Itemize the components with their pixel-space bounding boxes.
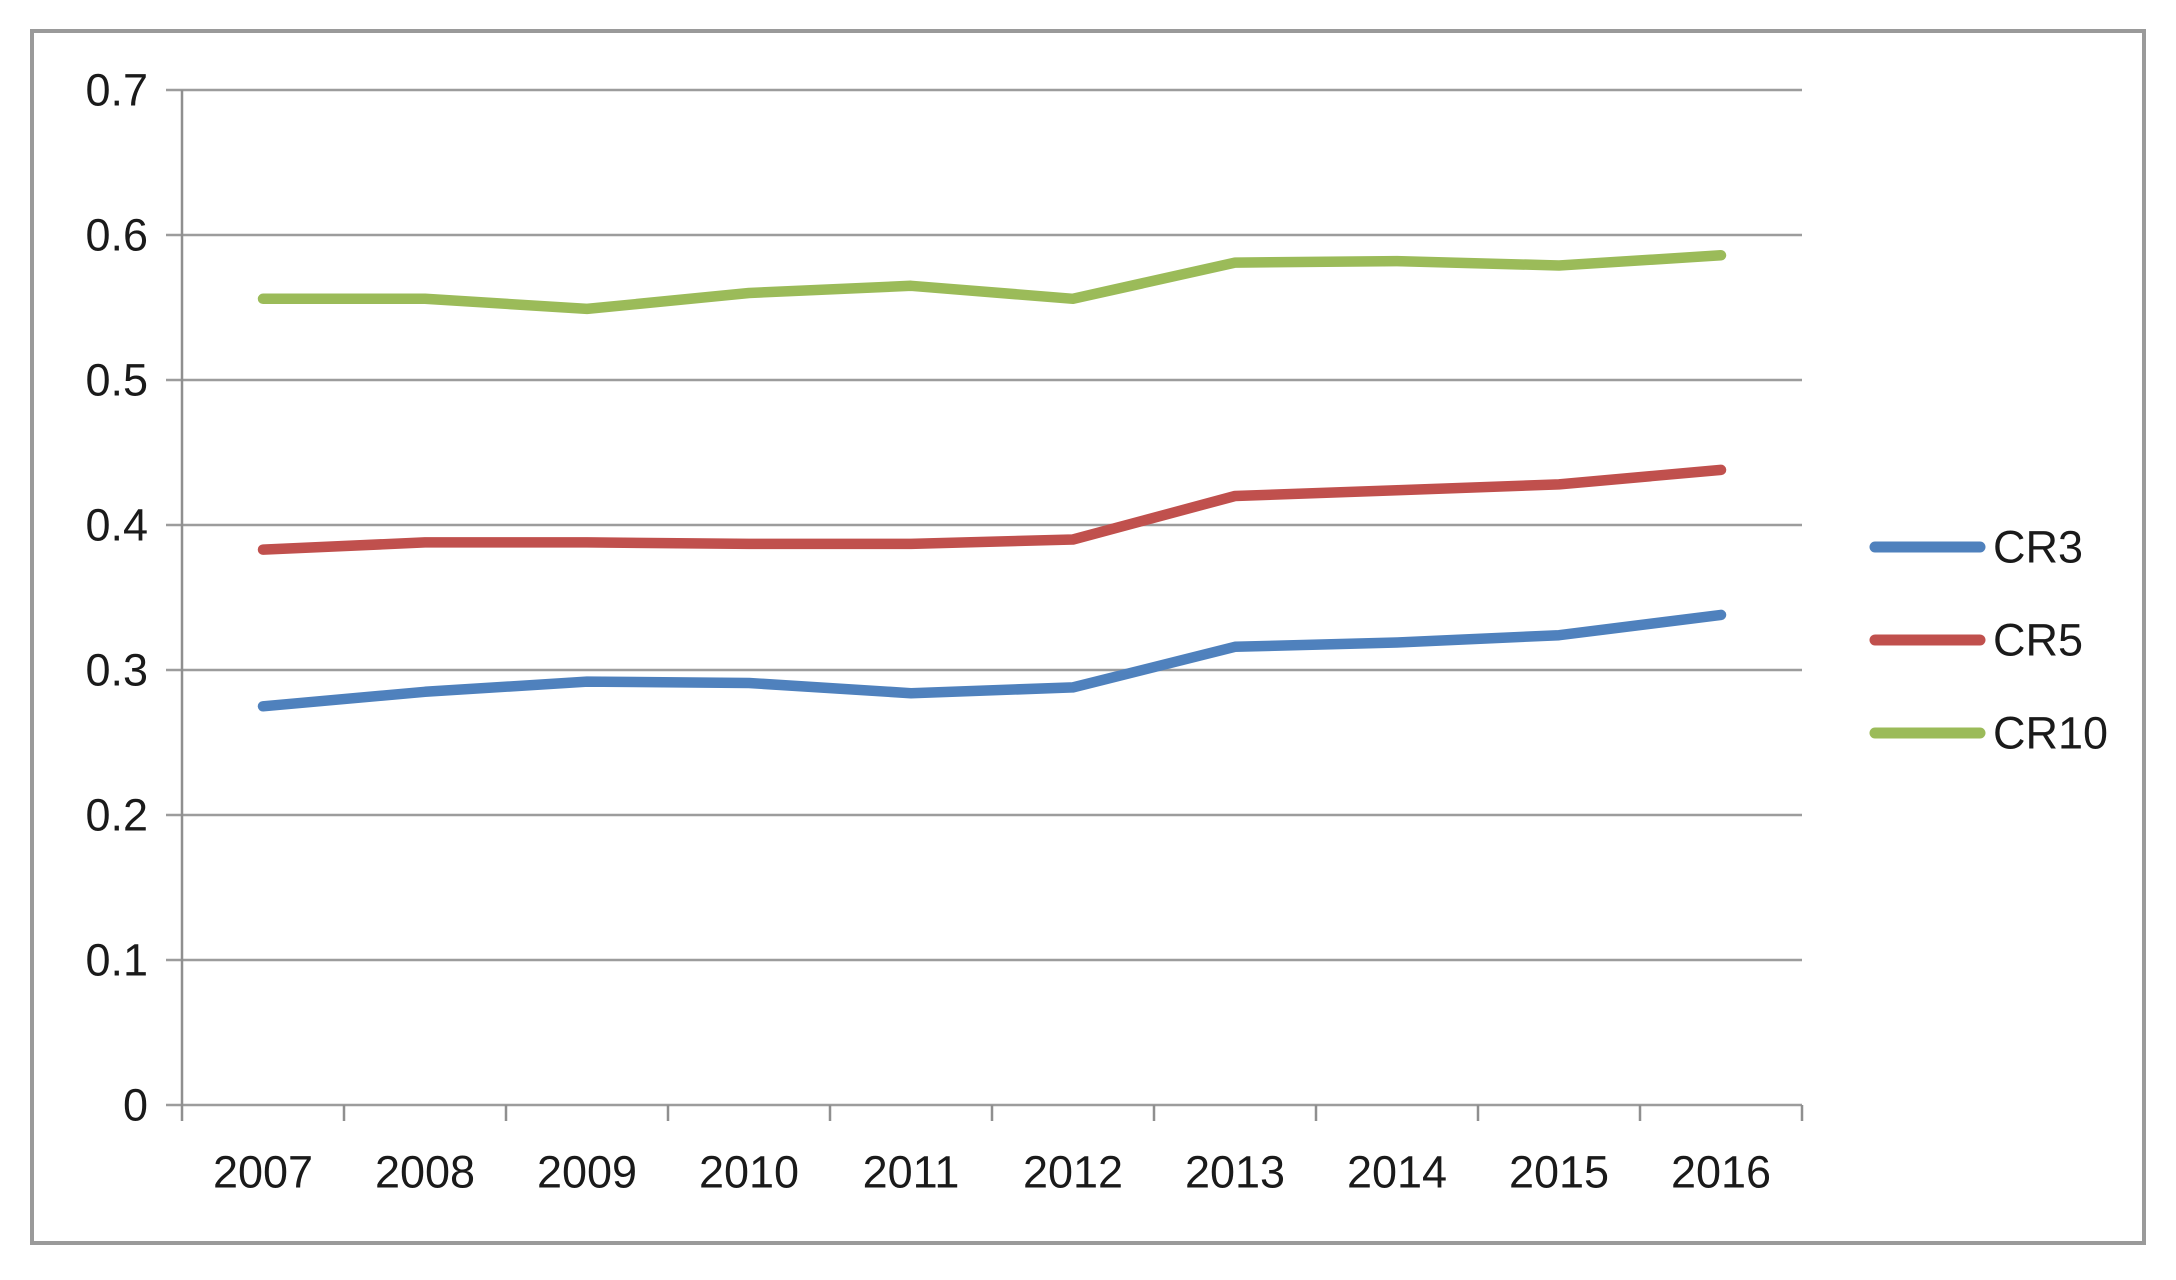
y-tick-label: 0.2 xyxy=(85,790,148,841)
legend-item-cr5: CR5 xyxy=(1869,615,2083,666)
chart-frame xyxy=(30,29,2146,1245)
legend-item-cr3: CR3 xyxy=(1869,522,2083,573)
series-line-cr3 xyxy=(257,609,1727,712)
grid-layer xyxy=(166,88,1804,1121)
x-tick-label: 2013 xyxy=(1185,1147,1285,1198)
y-tick-label: 0.1 xyxy=(85,935,148,986)
x-tick-label: 2007 xyxy=(213,1147,313,1198)
x-tick-label: 2015 xyxy=(1509,1147,1609,1198)
legend-label-cr3: CR3 xyxy=(1993,522,2083,573)
series-line-cr10 xyxy=(257,250,1727,315)
y-tick-label: 0.4 xyxy=(85,500,148,551)
series-layer xyxy=(257,250,1727,712)
y-tick-label: 0.5 xyxy=(85,355,148,406)
y-tick-label: 0.7 xyxy=(85,65,148,116)
series-line-cr5 xyxy=(257,464,1727,555)
legend-label-cr5: CR5 xyxy=(1993,615,2083,666)
x-tick-label: 2009 xyxy=(537,1147,637,1198)
x-tick-label: 2012 xyxy=(1023,1147,1123,1198)
x-tick-label: 2008 xyxy=(375,1147,475,1198)
x-tick-label: 2014 xyxy=(1347,1147,1447,1198)
legend-item-cr10: CR10 xyxy=(1869,708,2108,759)
y-tick-label: 0.3 xyxy=(85,645,148,696)
x-tick-label: 2011 xyxy=(863,1147,960,1198)
y-tick-label: 0.6 xyxy=(85,210,148,261)
legend: CR3 CR5 CR10 xyxy=(1869,522,2108,759)
x-tick-label: 2016 xyxy=(1671,1147,1771,1198)
label-layer: 0.7 0.6 0.5 0.4 0.3 0.2 0.1 0 2007 2008 2009 2010 20… xyxy=(85,65,1771,1198)
legend-label-cr10: CR10 xyxy=(1993,708,2108,759)
y-tick-label: 0 xyxy=(123,1080,148,1131)
x-tick-label: 2010 xyxy=(699,1147,799,1198)
